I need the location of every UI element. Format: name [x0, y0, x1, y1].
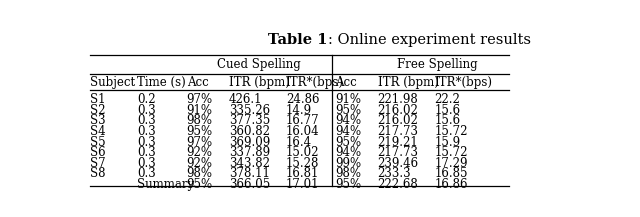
Text: ITR*(bps): ITR*(bps) [435, 76, 493, 89]
Text: 16.81: 16.81 [286, 167, 319, 180]
Text: 16.86: 16.86 [435, 178, 468, 191]
Text: S5: S5 [90, 135, 106, 148]
Text: 15.02: 15.02 [286, 146, 319, 159]
Text: 0.3: 0.3 [137, 104, 156, 117]
Text: S4: S4 [90, 125, 106, 138]
Text: 16.85: 16.85 [435, 167, 468, 180]
Text: 92%: 92% [187, 146, 212, 159]
Text: 0.3: 0.3 [137, 157, 156, 170]
Text: ITR (bpm): ITR (bpm) [378, 76, 438, 89]
Text: 94%: 94% [335, 125, 362, 138]
Text: 378.11: 378.11 [229, 167, 269, 180]
Text: S2: S2 [90, 104, 106, 117]
Text: 91%: 91% [335, 93, 362, 106]
Text: 335.26: 335.26 [229, 104, 270, 117]
Text: 24.86: 24.86 [286, 93, 319, 106]
Text: 97%: 97% [187, 135, 212, 148]
Text: 233.3: 233.3 [378, 167, 412, 180]
Text: S3: S3 [90, 114, 106, 127]
Text: 0.2: 0.2 [137, 93, 156, 106]
Text: Acc: Acc [335, 76, 357, 89]
Text: 99%: 99% [335, 157, 362, 170]
Text: 95%: 95% [187, 178, 212, 191]
Text: 94%: 94% [335, 146, 362, 159]
Text: 98%: 98% [187, 167, 212, 180]
Text: 91%: 91% [187, 104, 212, 117]
Text: 98%: 98% [335, 167, 362, 180]
Text: 17.29: 17.29 [435, 157, 468, 170]
Text: 369.09: 369.09 [229, 135, 270, 148]
Text: 94%: 94% [335, 114, 362, 127]
Text: : Online experiment results: : Online experiment results [328, 33, 531, 47]
Text: 95%: 95% [335, 178, 362, 191]
Text: Summary: Summary [137, 178, 194, 191]
Text: 97%: 97% [187, 93, 212, 106]
Text: 15.6: 15.6 [435, 104, 461, 117]
Text: 15.28: 15.28 [286, 157, 319, 170]
Text: 366.05: 366.05 [229, 178, 270, 191]
Text: 14.9: 14.9 [286, 104, 312, 117]
Text: 239.46: 239.46 [378, 157, 419, 170]
Text: 0.3: 0.3 [137, 114, 156, 127]
Text: 95%: 95% [335, 104, 362, 117]
Text: 0.3: 0.3 [137, 167, 156, 180]
Text: 0.3: 0.3 [137, 135, 156, 148]
Text: 222.68: 222.68 [378, 178, 419, 191]
Text: 337.89: 337.89 [229, 146, 270, 159]
Text: 377.35: 377.35 [229, 114, 270, 127]
Text: 0.3: 0.3 [137, 125, 156, 138]
Text: 15.72: 15.72 [435, 125, 468, 138]
Text: S7: S7 [90, 157, 106, 170]
Text: 16.4: 16.4 [286, 135, 312, 148]
Text: 219.21: 219.21 [378, 135, 419, 148]
Text: S8: S8 [90, 167, 106, 180]
Text: Subject: Subject [90, 76, 135, 89]
Text: Table 1: Table 1 [269, 33, 328, 47]
Text: Free Spelling: Free Spelling [397, 58, 477, 71]
Text: 216.02: 216.02 [378, 114, 419, 127]
Text: 92%: 92% [187, 157, 212, 170]
Text: 15.6: 15.6 [435, 114, 461, 127]
Text: 343.82: 343.82 [229, 157, 270, 170]
Text: 95%: 95% [187, 125, 212, 138]
Text: 95%: 95% [335, 135, 362, 148]
Text: Time (s): Time (s) [137, 76, 186, 89]
Text: 22.2: 22.2 [435, 93, 461, 106]
Text: 16.77: 16.77 [286, 114, 319, 127]
Text: ITR (bpm): ITR (bpm) [229, 76, 290, 89]
Text: 217.73: 217.73 [378, 146, 419, 159]
Text: 15.9: 15.9 [435, 135, 461, 148]
Text: 0.3: 0.3 [137, 146, 156, 159]
Text: S1: S1 [90, 93, 106, 106]
Text: 426.1: 426.1 [229, 93, 262, 106]
Text: 360.82: 360.82 [229, 125, 270, 138]
Text: 15.72: 15.72 [435, 146, 468, 159]
Text: Cued Spelling: Cued Spelling [217, 58, 300, 71]
Text: 217.73: 217.73 [378, 125, 419, 138]
Text: 98%: 98% [187, 114, 212, 127]
Text: 16.04: 16.04 [286, 125, 319, 138]
Text: S6: S6 [90, 146, 106, 159]
Text: ITR*(bps): ITR*(bps) [286, 76, 344, 89]
Text: Acc: Acc [187, 76, 209, 89]
Text: 221.98: 221.98 [378, 93, 419, 106]
Text: 17.01: 17.01 [286, 178, 319, 191]
Text: 216.02: 216.02 [378, 104, 419, 117]
